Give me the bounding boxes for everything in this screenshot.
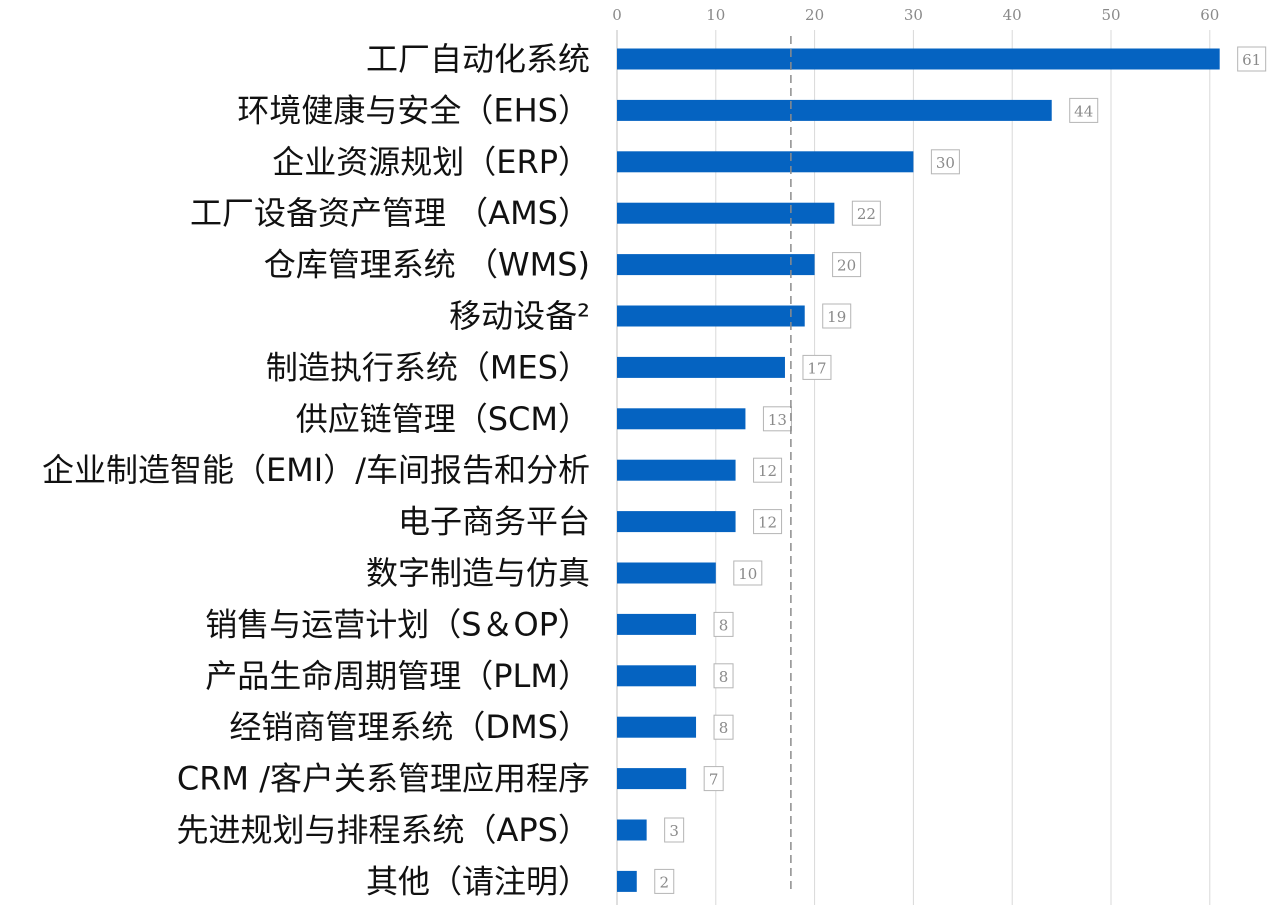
bar bbox=[617, 356, 785, 378]
data-label-box bbox=[713, 663, 734, 689]
data-label-box bbox=[733, 560, 763, 586]
grid-lines bbox=[616, 30, 1211, 905]
bar bbox=[617, 99, 1052, 121]
category-label: 工厂设备资产管理 （AMS） bbox=[190, 194, 590, 232]
data-label-box bbox=[851, 200, 881, 226]
data-label: 8 bbox=[719, 616, 729, 634]
x-tick-label: 60 bbox=[1200, 6, 1219, 24]
category-label: 数字制造与仿真 bbox=[366, 554, 590, 592]
data-label-box bbox=[713, 714, 734, 740]
bars bbox=[617, 48, 1220, 892]
bar bbox=[617, 151, 914, 173]
data-label: 30 bbox=[936, 154, 955, 172]
category-label: 企业制造智能（EMI）/车间报告和分析 bbox=[42, 451, 590, 489]
category-label: 制造执行系统（MES） bbox=[266, 348, 590, 386]
x-tick-label: 40 bbox=[1003, 6, 1022, 24]
category-label: 移动设备² bbox=[449, 297, 590, 335]
category-label: 销售与运营计划（S＆OP） bbox=[205, 605, 590, 643]
category-label: 经销商管理系统（DMS） bbox=[229, 708, 590, 746]
data-label-box bbox=[664, 817, 685, 843]
data-label: 8 bbox=[719, 719, 729, 737]
data-label: 61 bbox=[1242, 51, 1261, 69]
data-label-box bbox=[654, 868, 675, 894]
bar bbox=[617, 768, 687, 790]
bar bbox=[617, 819, 647, 841]
x-axis-ticks: 0 10 20 30 40 50 60 bbox=[612, 6, 1219, 24]
data-label: 44 bbox=[1074, 102, 1093, 120]
data-label: 19 bbox=[827, 308, 846, 326]
category-label: 环境健康与安全（EHS） bbox=[237, 91, 590, 129]
data-label-box bbox=[1069, 97, 1099, 123]
bar bbox=[617, 665, 697, 687]
data-label: 22 bbox=[857, 205, 876, 223]
value-labels: 61 44 30 22 20 19 17 13 12 12 10 8 8 8 7 3 2 bbox=[654, 46, 1267, 894]
category-label: 供应链管理（SCM） bbox=[296, 400, 590, 438]
x-tick-label: 20 bbox=[805, 6, 824, 24]
data-label-box bbox=[713, 611, 734, 637]
data-label: 10 bbox=[738, 565, 757, 583]
data-label: 17 bbox=[807, 359, 826, 377]
bar bbox=[617, 562, 716, 584]
category-label: 企业资源规划（ERP） bbox=[272, 143, 590, 181]
category-label: 仓库管理系统 （WMS) bbox=[264, 246, 590, 284]
bar bbox=[617, 202, 835, 224]
category-label: 工厂自动化系统 bbox=[366, 40, 590, 78]
category-label: 先进规划与排程系统（APS） bbox=[176, 811, 590, 849]
data-label-box bbox=[930, 149, 960, 175]
data-label: 7 bbox=[709, 771, 719, 789]
x-tick-label: 0 bbox=[612, 6, 622, 24]
data-label: 12 bbox=[758, 462, 777, 480]
bar bbox=[617, 459, 736, 481]
category-label: CRM /客户关系管理应用程序 bbox=[177, 760, 590, 798]
bar bbox=[617, 305, 805, 327]
bar bbox=[617, 408, 746, 430]
data-label-box bbox=[1237, 46, 1267, 72]
data-label: 20 bbox=[837, 257, 856, 275]
data-label-box bbox=[753, 457, 783, 483]
x-tick-label: 50 bbox=[1101, 6, 1120, 24]
data-label: 13 bbox=[768, 411, 787, 429]
category-label: 其他（请注明） bbox=[366, 862, 590, 900]
bar bbox=[617, 716, 697, 738]
data-label-box bbox=[822, 303, 852, 329]
data-label: 8 bbox=[719, 668, 729, 686]
bar bbox=[617, 48, 1220, 70]
bar bbox=[617, 511, 736, 533]
category-label: 产品生命周期管理（PLM） bbox=[205, 657, 590, 695]
data-label-box bbox=[703, 766, 724, 792]
data-label: 12 bbox=[758, 514, 777, 532]
x-tick-label: 10 bbox=[706, 6, 725, 24]
data-label-box bbox=[802, 354, 832, 380]
data-label-box bbox=[753, 509, 783, 535]
data-label: 3 bbox=[669, 822, 679, 840]
bar bbox=[617, 870, 637, 892]
data-label-box bbox=[832, 252, 862, 278]
data-label: 2 bbox=[659, 873, 669, 891]
x-tick-label: 30 bbox=[904, 6, 923, 24]
category-label: 电子商务平台 bbox=[398, 503, 590, 541]
bar bbox=[617, 254, 815, 276]
bar bbox=[617, 613, 697, 635]
